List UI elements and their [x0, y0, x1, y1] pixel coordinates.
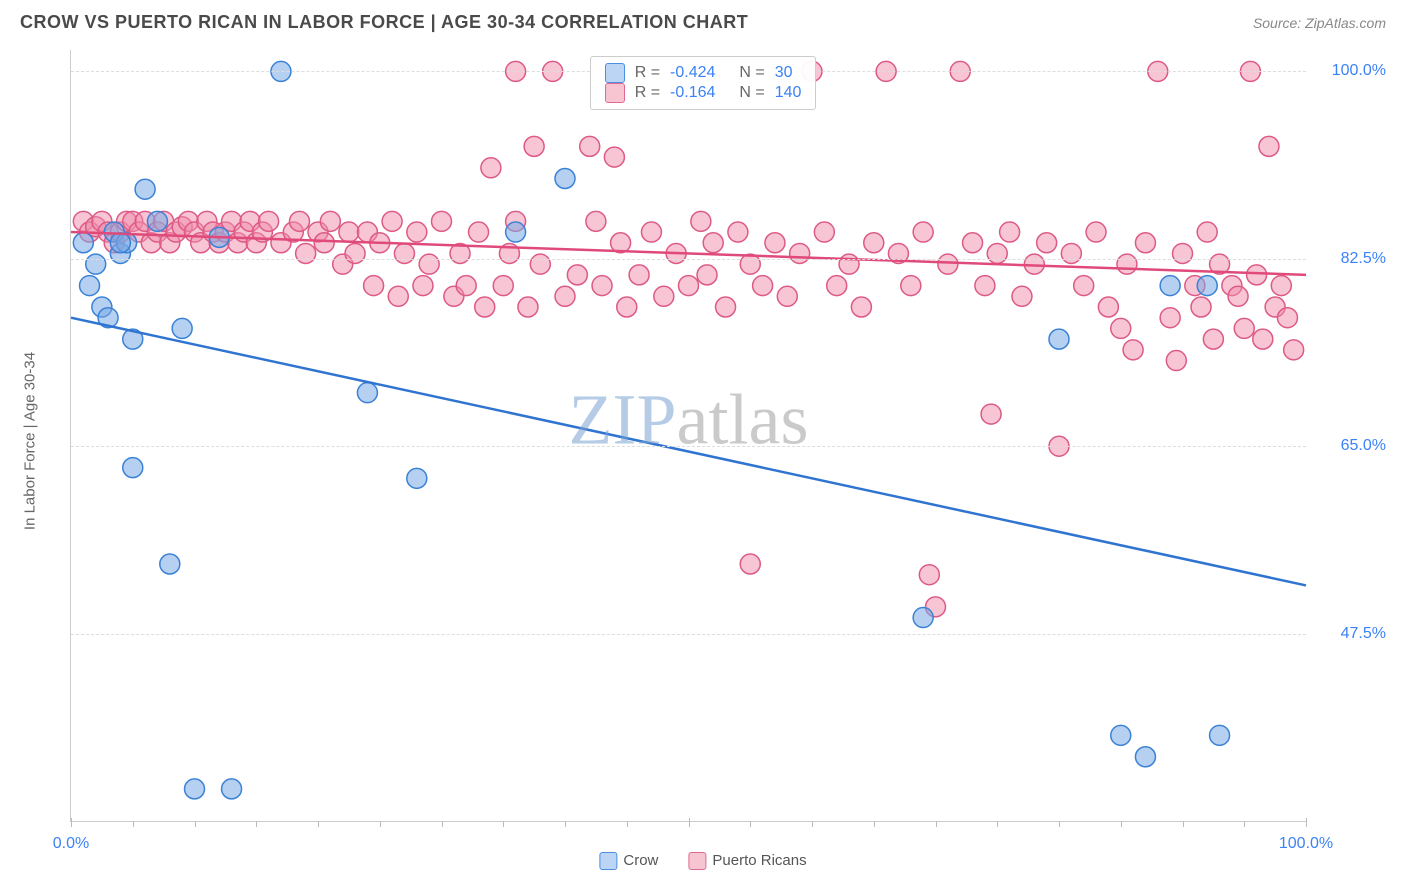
- source-attribution: Source: ZipAtlas.com: [1253, 15, 1386, 31]
- x-tick-mark: [503, 821, 504, 827]
- x-tick-mark: [750, 821, 751, 827]
- x-tick-label: 100.0%: [1279, 835, 1333, 853]
- x-tick-mark: [195, 821, 196, 827]
- x-tick-mark: [689, 818, 690, 827]
- x-tick-mark: [997, 821, 998, 827]
- x-tick-mark: [1306, 818, 1307, 827]
- x-tick-mark: [874, 821, 875, 827]
- x-tick-mark: [1059, 821, 1060, 827]
- chart-container: In Labor Force | Age 30-34 ZIPatlas R =-…: [40, 50, 1396, 832]
- y-tick-label: 47.5%: [1316, 625, 1386, 643]
- legend-row: R =-0.424N =30: [605, 63, 802, 83]
- x-tick-mark: [1183, 821, 1184, 827]
- correlation-legend: R =-0.424N =30R =-0.164N =140: [590, 56, 817, 110]
- x-tick-mark: [256, 821, 257, 827]
- x-tick-label: 0.0%: [53, 835, 89, 853]
- y-tick-label: 65.0%: [1316, 437, 1386, 455]
- x-tick-mark: [1244, 821, 1245, 827]
- gridline: [71, 259, 1306, 260]
- x-tick-mark: [565, 821, 566, 827]
- plot-area: ZIPatlas R =-0.424N =30R =-0.164N =140 4…: [70, 50, 1306, 822]
- gridline: [71, 446, 1306, 447]
- x-tick-mark: [936, 821, 937, 827]
- y-tick-label: 100.0%: [1316, 62, 1386, 80]
- x-tick-mark: [442, 821, 443, 827]
- x-tick-mark: [380, 821, 381, 827]
- legend-row: R =-0.164N =140: [605, 83, 802, 103]
- legend-item: Crow: [599, 852, 658, 870]
- x-tick-mark: [318, 821, 319, 827]
- y-tick-label: 82.5%: [1316, 250, 1386, 268]
- x-tick-mark: [71, 818, 72, 827]
- gridline: [71, 634, 1306, 635]
- x-tick-mark: [627, 821, 628, 827]
- legend-item: Puerto Ricans: [688, 852, 806, 870]
- y-axis-label: In Labor Force | Age 30-34: [22, 352, 39, 530]
- x-tick-mark: [1121, 821, 1122, 827]
- series-legend: Crow Puerto Ricans: [599, 852, 806, 870]
- x-tick-mark: [133, 821, 134, 827]
- chart-title: CROW VS PUERTO RICAN IN LABOR FORCE | AG…: [20, 12, 748, 33]
- x-tick-mark: [812, 821, 813, 827]
- scatter-svg: [71, 50, 1306, 821]
